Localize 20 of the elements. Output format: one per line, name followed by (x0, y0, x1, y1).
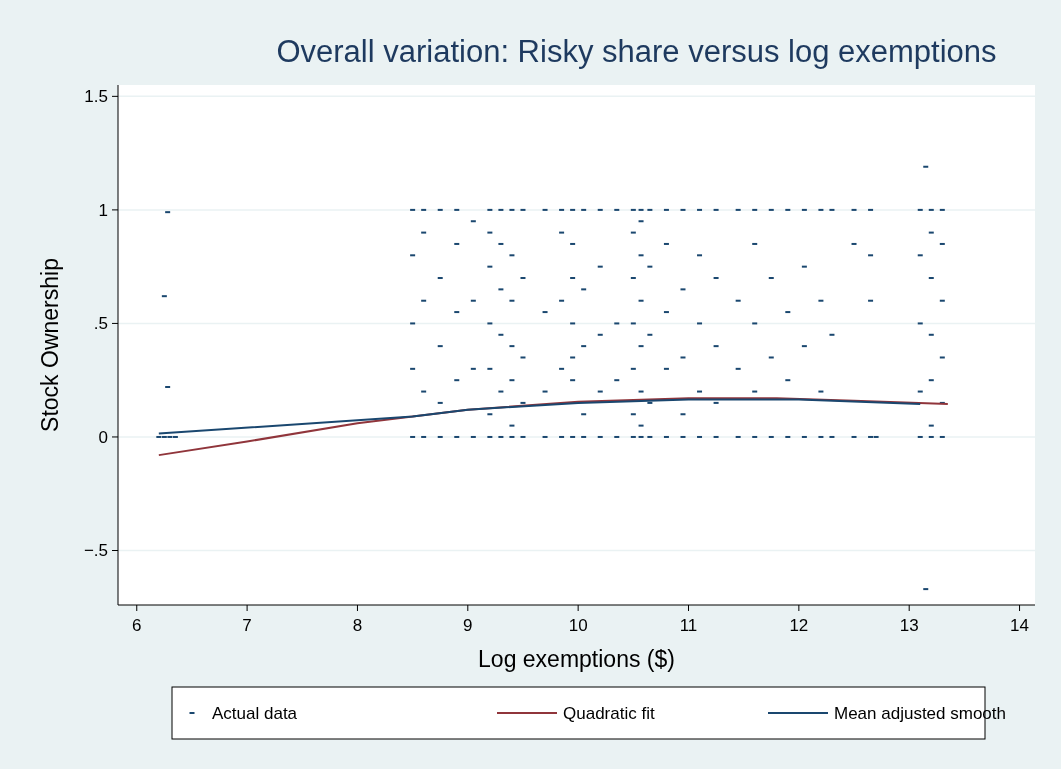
x-tick-label: 6 (132, 616, 142, 635)
y-tick-label: 1 (98, 200, 108, 220)
legend-label: Quadratic fit (563, 703, 655, 723)
x-tick-label: 14 (1010, 616, 1030, 635)
x-tick-label: 9 (463, 616, 473, 635)
y-tick-label: .5 (93, 314, 108, 334)
x-axis-title: Log exemptions ($) (478, 646, 675, 672)
chart-title: Overall variation: Risky share versus log exemptions (276, 34, 997, 69)
y-tick-label: −.5 (83, 541, 108, 561)
y-tick-label: 1.5 (84, 87, 108, 107)
legend-label: Actual data (212, 703, 298, 723)
x-tick-label: 13 (899, 616, 919, 635)
y-tick-label: 0 (98, 427, 108, 447)
y-axis-title: Stock Ownership (37, 258, 63, 432)
legend-label: Mean adjusted smooth (834, 703, 1006, 723)
x-tick-label: 11 (679, 616, 698, 635)
x-tick-label: 8 (352, 616, 363, 635)
x-tick-label: 7 (242, 616, 252, 635)
x-tick-label: 12 (789, 616, 809, 635)
x-tick-label: 10 (568, 616, 588, 635)
